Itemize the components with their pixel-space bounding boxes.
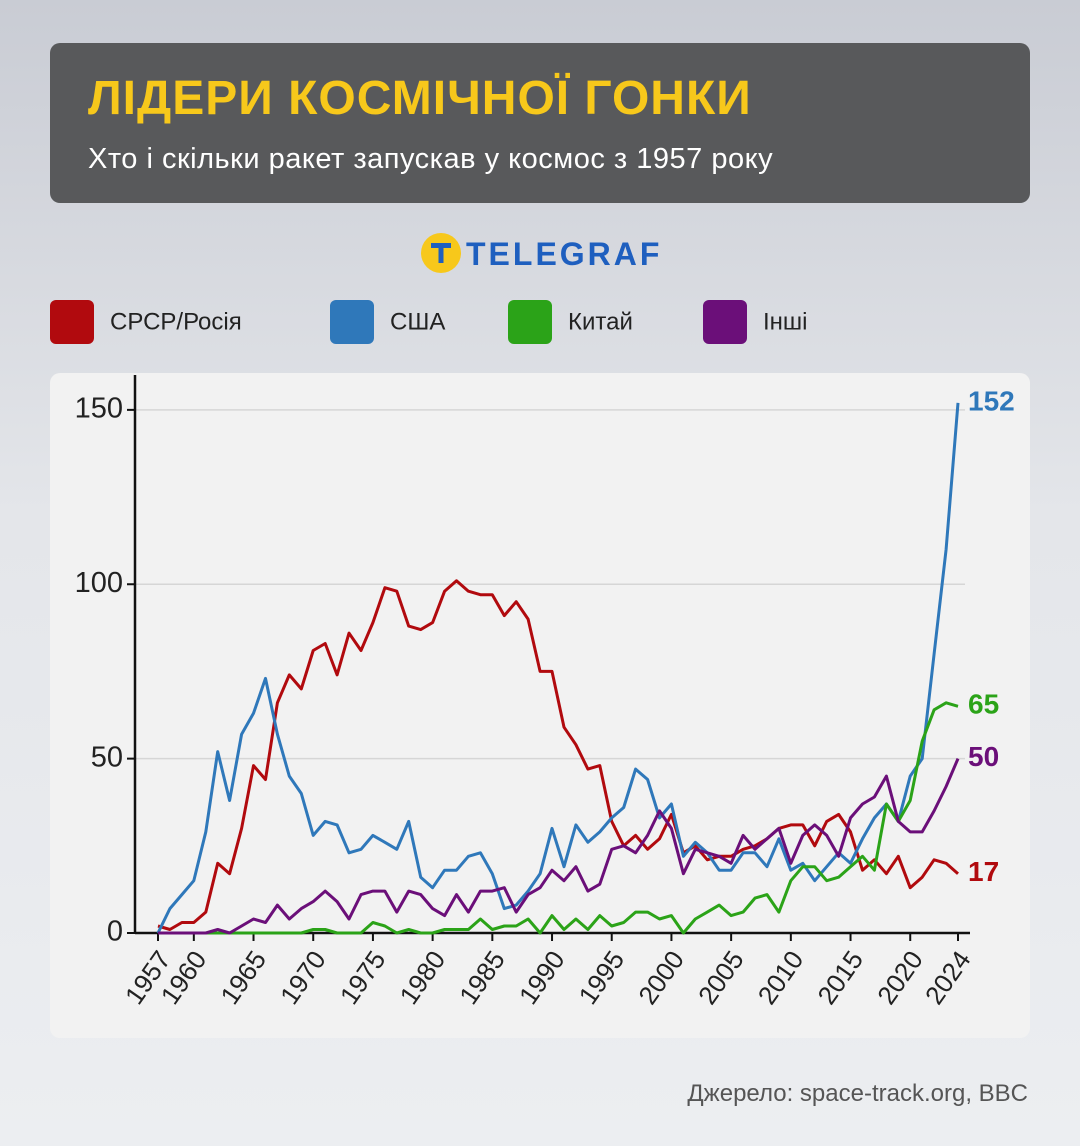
y-tick-label: 100 <box>75 567 123 599</box>
brand-logo <box>421 233 461 273</box>
x-tick-label: 2000 <box>632 945 690 1010</box>
legend-swatch <box>703 300 747 344</box>
legend-swatch <box>50 300 94 344</box>
legend-label: СРСР/Росія <box>110 308 242 335</box>
legend-label: Інші <box>763 308 808 335</box>
end-value-label: 152 <box>968 385 1015 416</box>
x-tick-label: 1957 <box>119 945 177 1010</box>
legend-swatch <box>508 300 552 344</box>
x-tick-label: 1960 <box>155 945 213 1010</box>
legend-swatch <box>330 300 374 344</box>
source: Джерело: space-track.org, BBC <box>687 1080 1028 1107</box>
x-tick-label: 1975 <box>334 945 392 1010</box>
end-value-label: 65 <box>968 689 999 720</box>
x-tick-label: 1965 <box>214 945 272 1010</box>
chart-panel <box>50 373 1030 1038</box>
end-value-label: 50 <box>968 741 999 772</box>
series-line <box>158 701 959 935</box>
x-tick-label: 1970 <box>274 945 332 1010</box>
x-tick-label: 1995 <box>573 945 631 1010</box>
x-tick-label: 1980 <box>393 945 451 1010</box>
legend-label: США <box>390 308 445 335</box>
title: ЛІДЕРИ КОСМІЧНОЇ ГОНКИ <box>88 72 752 125</box>
x-tick-label: 2024 <box>919 945 977 1010</box>
subtitle: Хто і скільки ракет запускав у космос з … <box>88 143 774 175</box>
x-tick-label: 1985 <box>453 945 511 1010</box>
legend-label: Китай <box>568 308 633 335</box>
brand-name: TELEGRAF <box>466 236 663 272</box>
x-tick-label: 2005 <box>692 945 750 1010</box>
y-tick-label: 0 <box>107 916 123 948</box>
header-box: ЛІДЕРИ КОСМІЧНОЇ ГОНКИ Хто і скільки рак… <box>50 43 1030 203</box>
x-tick-label: 2010 <box>752 945 810 1010</box>
x-tick-label: 1990 <box>513 945 571 1010</box>
series-line <box>157 579 959 931</box>
series-line <box>156 402 960 934</box>
end-value-label: 17 <box>968 856 999 887</box>
y-tick-label: 50 <box>91 741 123 773</box>
x-tick-label: 2015 <box>811 945 869 1010</box>
y-tick-label: 150 <box>75 393 123 425</box>
series-line <box>158 758 960 935</box>
x-tick-label: 2020 <box>871 945 929 1010</box>
